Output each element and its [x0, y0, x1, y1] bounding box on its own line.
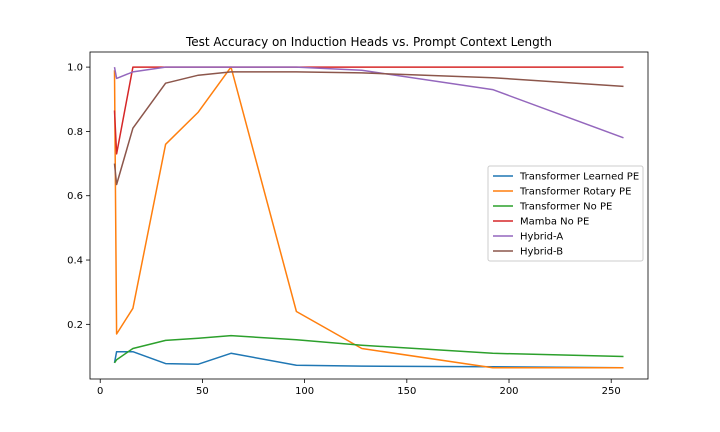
- series-line-transformer-learned-pe: [113, 350, 624, 369]
- y-tick-label: 0.4: [67, 256, 83, 267]
- series-line-transformer-rotary-pe: [113, 66, 624, 369]
- legend-label: Hybrid-B: [520, 247, 563, 258]
- chart-title: Test Accuracy on Induction Heads vs. Pro…: [185, 35, 552, 49]
- legend-box: [487, 165, 644, 262]
- x-tick-label: 50: [196, 386, 209, 397]
- x-tick-label: 100: [295, 386, 314, 397]
- legend: Transformer Learned PE Transformer Rotary…: [487, 165, 644, 262]
- series-line-hybrid-a: [113, 66, 624, 139]
- series-line-hybrid-b: [113, 71, 624, 186]
- x-axis: 0 50 100 150 200 250: [97, 379, 621, 397]
- y-tick-label: 0.8: [67, 127, 83, 138]
- y-tick-label: 1.0: [67, 63, 83, 74]
- series-line-transformer-no-pe: [113, 334, 624, 364]
- legend-label: Hybrid-A: [520, 232, 563, 243]
- y-axis: 0.2 0.4 0.6 0.8 1.0: [67, 63, 90, 331]
- legend-label: Transformer Learned PE: [519, 172, 639, 183]
- legend-label: Transformer No PE: [519, 202, 612, 213]
- series-line-mamba-no-pe: [113, 66, 624, 155]
- y-tick-label: 0.6: [67, 191, 83, 202]
- legend-label: Transformer Rotary PE: [519, 187, 631, 198]
- x-tick-label: 200: [499, 386, 518, 397]
- x-tick-label: 150: [397, 386, 416, 397]
- x-tick-label: 250: [602, 386, 621, 397]
- axes-frame: [89, 51, 649, 380]
- legend-label: Mamba No PE: [520, 217, 589, 228]
- x-tick-label: 0: [97, 386, 103, 397]
- y-tick-label: 0.2: [67, 320, 83, 331]
- plot-lines: [113, 66, 624, 369]
